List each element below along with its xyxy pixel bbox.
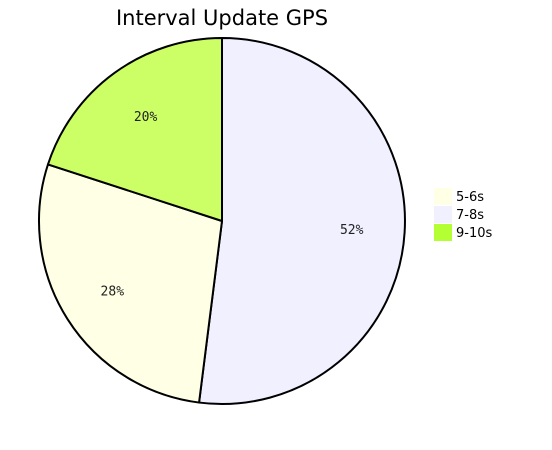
pie-slice-7-8s	[199, 38, 405, 404]
slice-value-label: 28%	[101, 285, 125, 300]
legend-label: 5-6s	[456, 190, 484, 205]
legend-swatch	[434, 188, 452, 205]
slice-value-label: 52%	[340, 223, 364, 238]
legend-swatch	[434, 224, 452, 241]
slice-value-label: 20%	[134, 110, 158, 125]
pie-slices	[39, 38, 405, 404]
legend-swatch	[434, 206, 452, 223]
legend-label: 7-8s	[456, 208, 484, 223]
chart-title: Interval Update GPS	[116, 6, 328, 30]
legend-label: 9-10s	[456, 226, 493, 241]
legend: 5-6s 7-8s 9-10s	[434, 188, 493, 241]
